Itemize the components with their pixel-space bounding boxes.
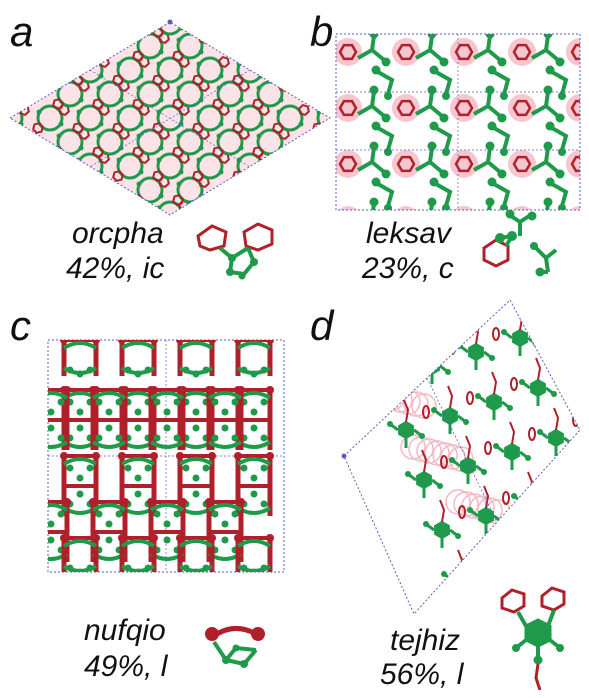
panel-a-stat: 42%, ic	[66, 252, 164, 285]
panel-d: d tejhiz 56%, l	[310, 299, 581, 691]
panel-b-stat: 23%, c	[361, 252, 454, 285]
panel-c-pattern	[48, 340, 274, 572]
panel-a-molecule-icon	[196, 222, 274, 280]
panel-b-pattern	[336, 34, 580, 210]
panel-d-name: tejhiz	[390, 624, 460, 657]
panel-d-molecule-icon	[500, 586, 566, 691]
panel-a-crystal-packing	[9, 19, 331, 216]
panel-b-molecule-icon	[482, 209, 558, 277]
panel-d-pattern	[344, 300, 580, 614]
panel-d-crystal-packing	[341, 299, 581, 615]
panel-a-letter: a	[10, 8, 33, 55]
panel-a-name: orcpha	[72, 217, 164, 250]
panel-c: c nufqio 49%, l	[10, 302, 285, 683]
panel-d-letter: d	[310, 302, 335, 349]
panel-a: a orcpha 42%, ic	[9, 8, 331, 285]
panel-b-crystal-packing	[335, 33, 581, 211]
panel-c-molecule-icon	[205, 626, 265, 668]
panel-c-name: nufqio	[84, 614, 166, 647]
panel-c-crystal-packing	[47, 339, 285, 573]
panel-b-name: leksav	[366, 217, 453, 250]
panel-c-stat: 49%, l	[84, 650, 169, 683]
panel-d-stat: 56%, l	[380, 658, 465, 691]
panel-c-letter: c	[10, 302, 31, 349]
panel-b: b leksav 23%, c	[310, 8, 581, 285]
panel-a-pattern	[10, 22, 330, 215]
panel-b-letter: b	[310, 8, 333, 55]
